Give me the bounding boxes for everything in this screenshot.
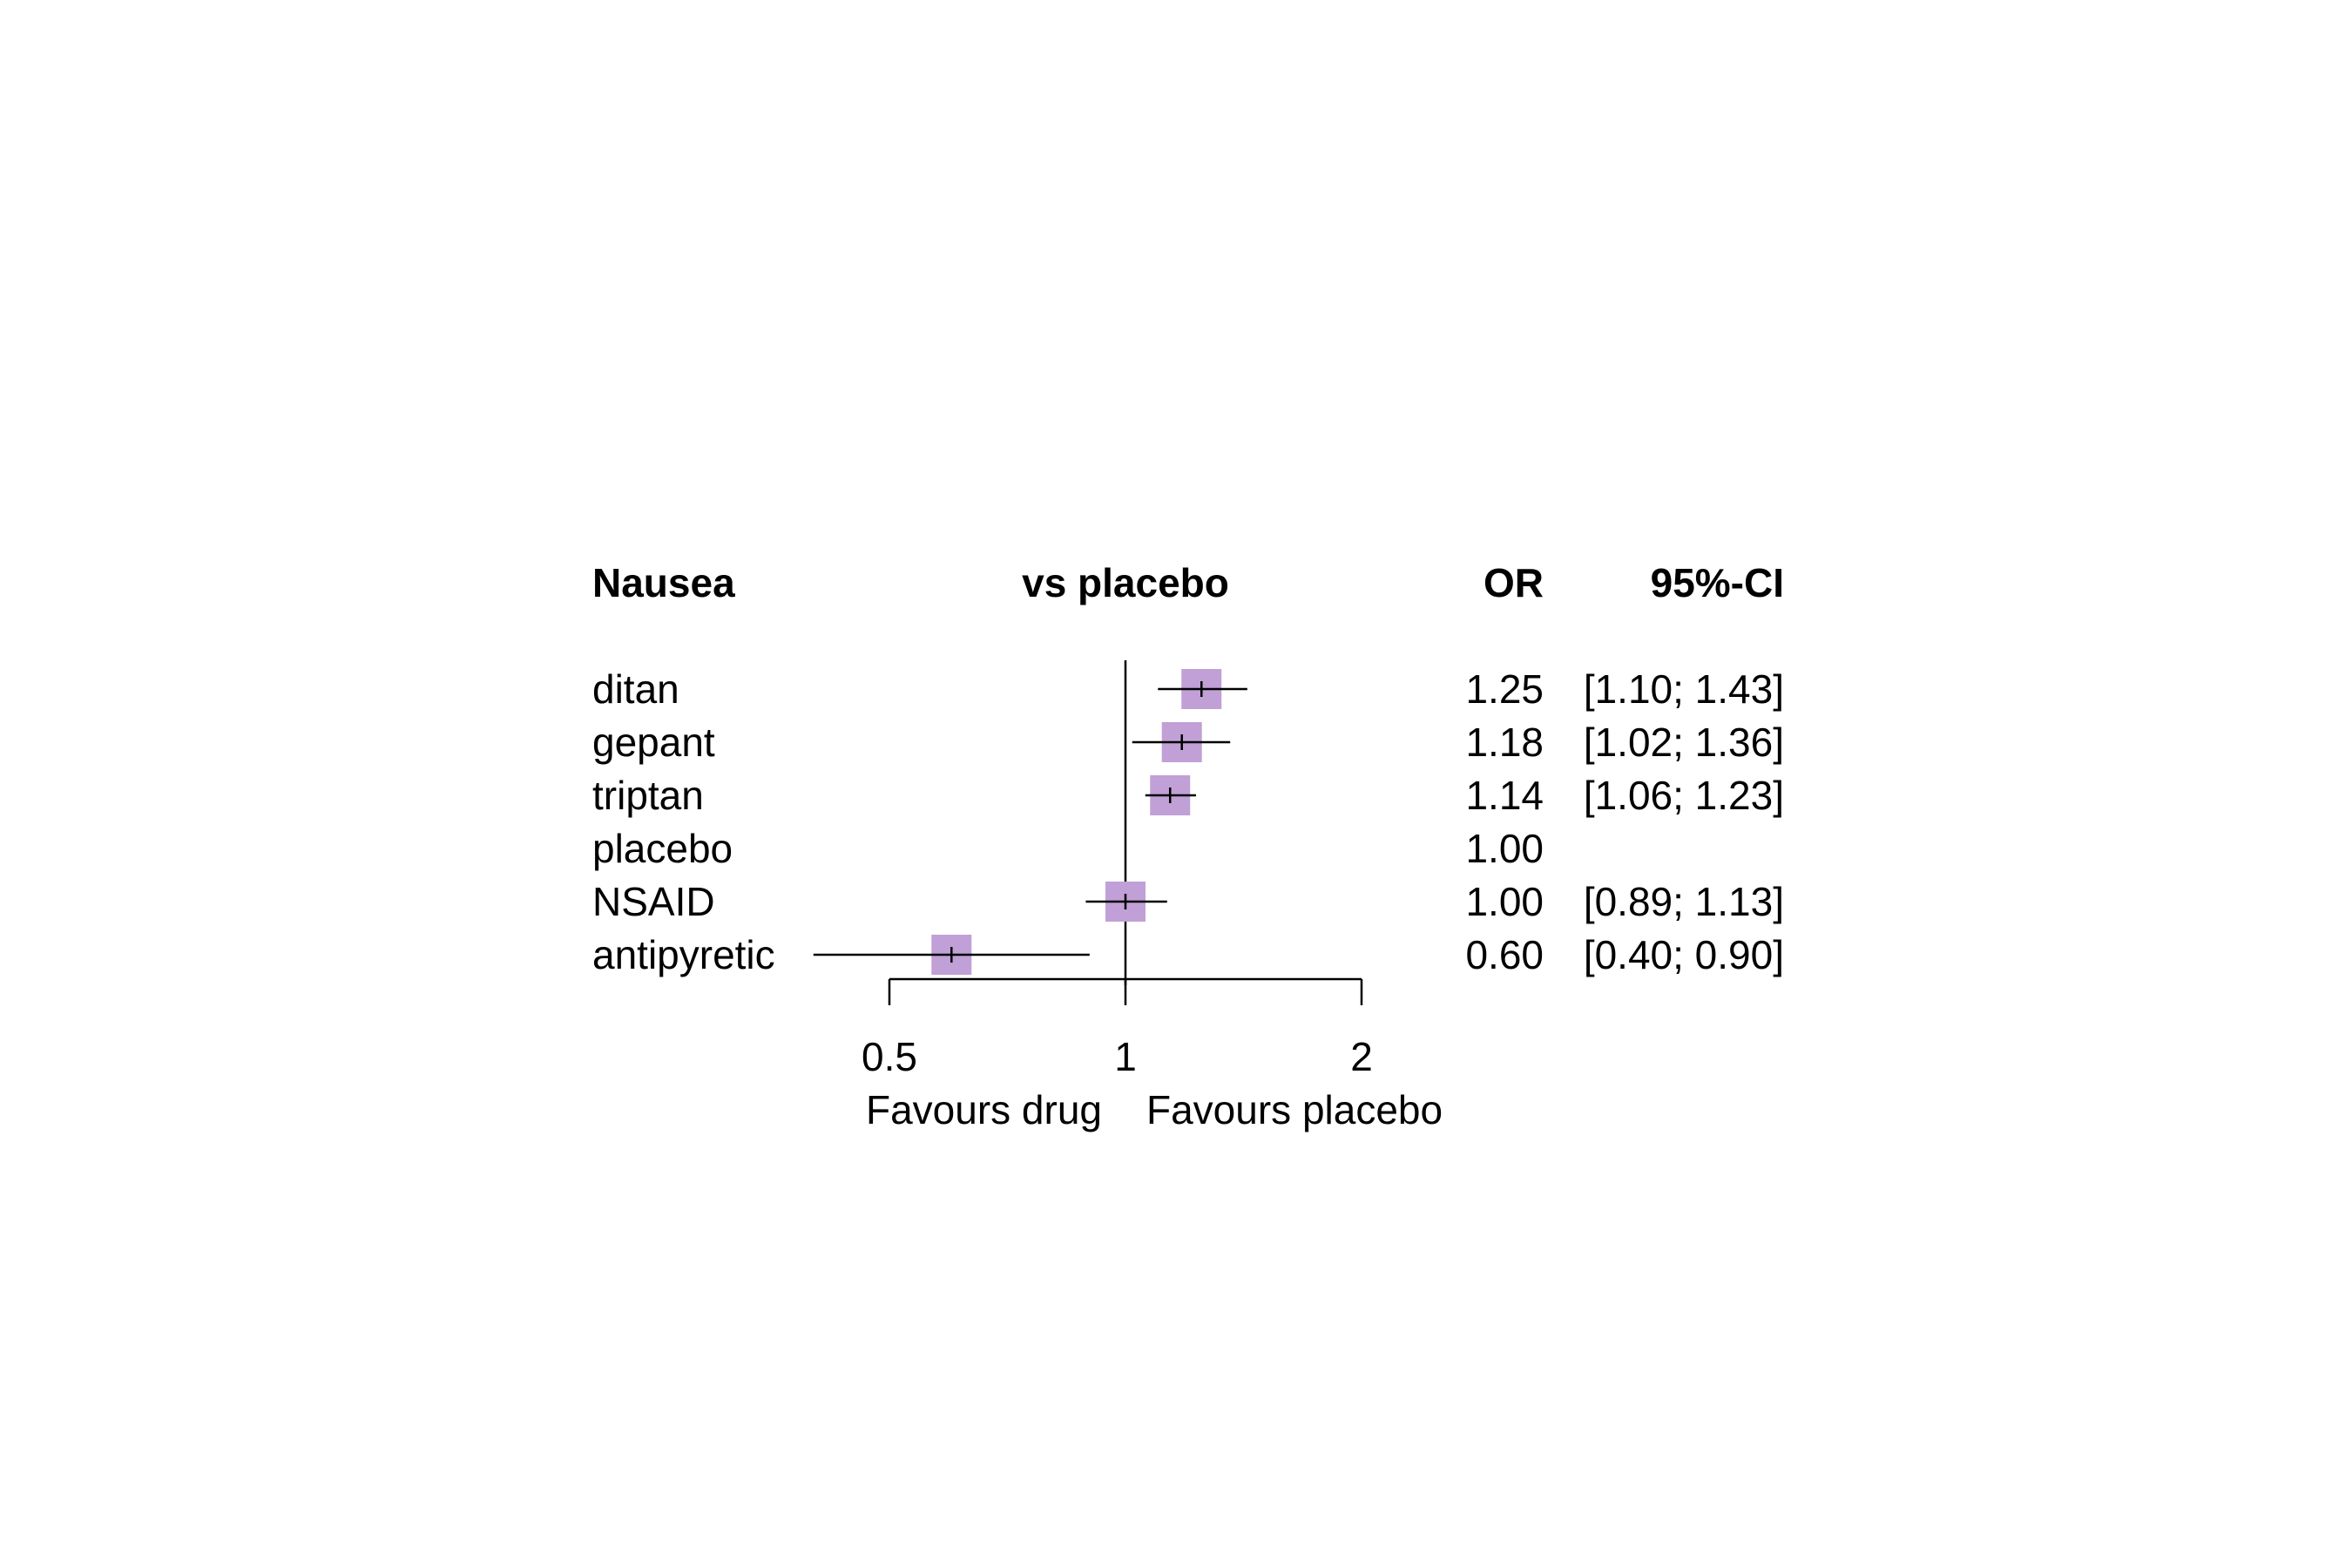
treatment-label: ditan (592, 666, 679, 712)
favours-left-label: Favours drug (866, 1087, 1102, 1132)
forest-row: gepant 1.18 [1.02; 1.36] (592, 720, 1784, 765)
or-header: OR (1484, 560, 1544, 605)
forest-row: triptan 1.14 [1.06; 1.23] (592, 773, 1784, 818)
treatment-label: placebo (592, 826, 733, 871)
or-value: 1.00 (1465, 879, 1544, 924)
outcome-header: Nausea (592, 560, 735, 605)
comparison-header: vs placebo (1022, 560, 1229, 605)
ci-value: [0.40; 0.90] (1584, 932, 1784, 977)
forest-row: placebo 1.00 (592, 826, 1544, 871)
x-axis-tick-label: 1 (1114, 1034, 1137, 1079)
ci-value: [1.06; 1.23] (1584, 773, 1784, 818)
ci-value: [0.89; 1.13] (1584, 879, 1784, 924)
forest-rows: ditan 1.25 [1.10; 1.43] gepant 1.18 [1.02; 1.… (592, 666, 1784, 977)
x-axis-tick-label: 2 (1350, 1034, 1373, 1079)
treatment-label: NSAID (592, 879, 715, 924)
ci-header: 95%-CI (1651, 560, 1784, 605)
ci-value: [1.10; 1.43] (1584, 666, 1784, 712)
or-value: 1.18 (1465, 720, 1544, 765)
x-axis-tick-label: 0.5 (862, 1034, 917, 1079)
ci-value: [1.02; 1.36] (1584, 720, 1784, 765)
or-value: 1.25 (1465, 666, 1544, 712)
x-axis: 0.5 1 2 (862, 977, 1373, 1079)
treatment-label: triptan (592, 773, 704, 818)
favours-right-label: Favours placebo (1146, 1087, 1443, 1132)
forest-row: antipyretic 0.60 [0.40; 0.90] (592, 932, 1784, 977)
treatment-label: antipyretic (592, 932, 775, 977)
or-value: 0.60 (1465, 932, 1544, 977)
or-value: 1.14 (1465, 773, 1544, 818)
treatment-label: gepant (592, 720, 715, 765)
forest-row: ditan 1.25 [1.10; 1.43] (592, 666, 1784, 712)
forest-row: NSAID 1.00 [0.89; 1.13] (592, 879, 1784, 924)
or-value: 1.00 (1465, 826, 1544, 871)
